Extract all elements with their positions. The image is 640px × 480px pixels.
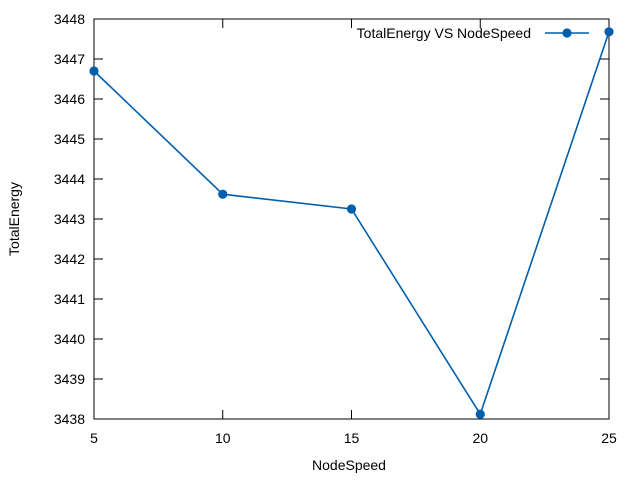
y-tick-label: 3440 (54, 331, 85, 347)
x-tick-label: 25 (601, 430, 617, 446)
data-point (218, 189, 228, 199)
data-point (604, 27, 614, 37)
y-tick-label: 3438 (54, 411, 85, 427)
y-tick-label: 3447 (54, 51, 85, 67)
legend-marker-sample (562, 28, 572, 38)
y-tick-label: 3441 (54, 291, 85, 307)
data-point (89, 66, 99, 76)
y-tick-label: 3442 (54, 251, 85, 267)
series-layer (89, 27, 614, 419)
y-tick-label: 3448 (54, 11, 85, 27)
y-tick-label: 3445 (54, 131, 85, 147)
y-tick-label: 3444 (54, 171, 85, 187)
x-axis-label: NodeSpeed (312, 457, 386, 473)
plot-frame (93, 18, 610, 420)
data-point (346, 204, 357, 214)
y-tick-label: 3446 (54, 91, 85, 107)
data-point (475, 409, 485, 419)
y-axis-ticks: 3438 3439 3440 3441 3442 3443 3444 3445 3446 3447… (54, 11, 609, 427)
x-tick-label: 15 (344, 430, 360, 446)
y-axis-label: TotalEnergy (6, 182, 22, 256)
x-tick-label: 5 (90, 430, 98, 446)
series-line (93, 31, 610, 417)
legend: TotalEnergy VS NodeSpeed (357, 25, 589, 41)
x-tick-label: 10 (215, 430, 231, 446)
x-axis-ticks: 5 10 15 20 25 (90, 19, 617, 446)
x-tick-label: 20 (472, 430, 488, 446)
y-tick-label: 3439 (54, 371, 85, 387)
legend-label: TotalEnergy VS NodeSpeed (357, 25, 531, 41)
y-tick-label: 3443 (54, 211, 85, 227)
